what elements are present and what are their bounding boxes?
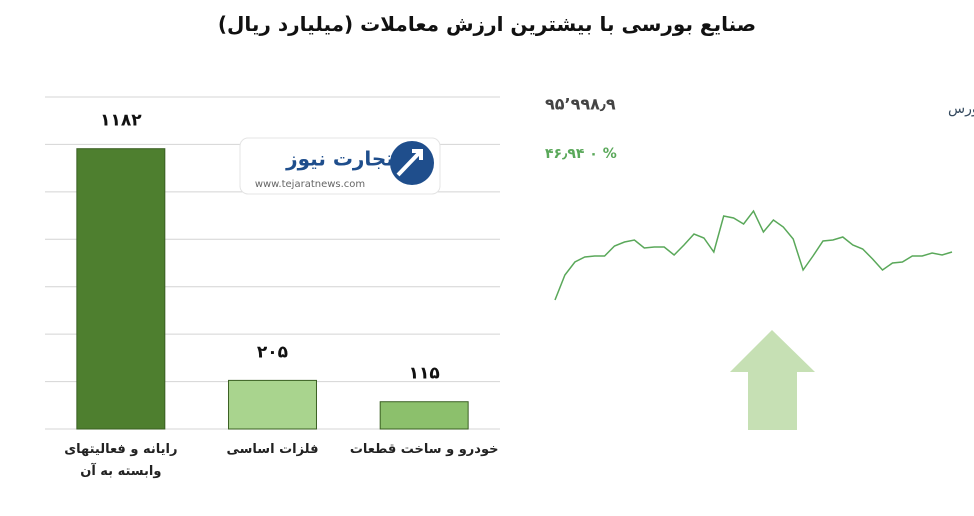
value-label: ۲۰۵: [257, 342, 288, 362]
chart-title: صنایع بورسی با بیشترین ارزش معاملات (میل…: [217, 12, 757, 36]
bar: [379, 401, 469, 430]
index-line: [554, 209, 953, 301]
value-label: ۱۱۸۲: [100, 111, 142, 131]
bar: [228, 379, 317, 430]
logo-url: www.tejaratnews.com: [255, 179, 365, 190]
x-tick-label: فلزات اساسی: [226, 442, 319, 457]
index-name: کل بورس: [948, 101, 974, 117]
logo: تجارت نیوز www.tejaratnews.com: [239, 137, 441, 195]
logo-arrow: [396, 149, 423, 177]
up-arrow: [730, 330, 815, 430]
index-change: ۴۶٫۹۴ ۰ %: [545, 146, 617, 162]
bar: [76, 148, 166, 430]
x-tick-label: رایانه و فعالیتهای وابسته به آن: [64, 442, 178, 479]
logo-box: [239, 137, 441, 195]
index-value: ۹۵٬۹۹۸٫۹: [545, 95, 616, 114]
value-label: ۱۱۵: [409, 364, 440, 384]
logo-name: تجارت نیوز: [285, 147, 394, 171]
x-tick-label: خودرو و ساخت قطعات: [349, 442, 499, 457]
